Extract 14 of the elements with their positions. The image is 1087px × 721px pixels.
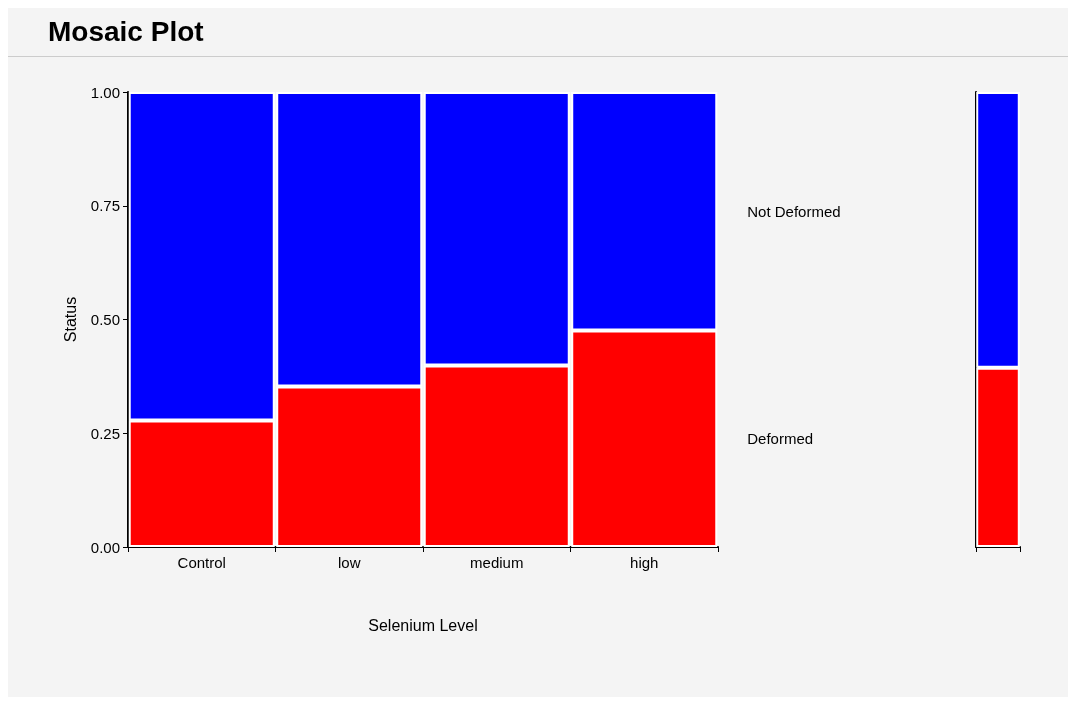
y-tick-label: 0.75 <box>90 197 120 215</box>
text: Not Deformed <box>747 202 841 220</box>
y-tick-label: 0.00 <box>90 538 120 556</box>
y-tick-label: 0.25 <box>90 424 120 442</box>
y-tick-label: 1.00 <box>90 83 120 101</box>
chart-title: Mosaic Plot <box>8 8 1068 57</box>
x-tick-label: Control <box>177 554 226 571</box>
y-tick-label: 0.50 <box>90 311 120 328</box>
x-tick-label: low <box>337 554 361 571</box>
y-axis-title: Status <box>61 296 79 343</box>
x-axis-title: Selenium Level <box>368 616 478 634</box>
x-tick-label: medium <box>470 554 524 571</box>
text: Deformed <box>747 430 814 448</box>
x-tick-label: high <box>630 554 659 571</box>
